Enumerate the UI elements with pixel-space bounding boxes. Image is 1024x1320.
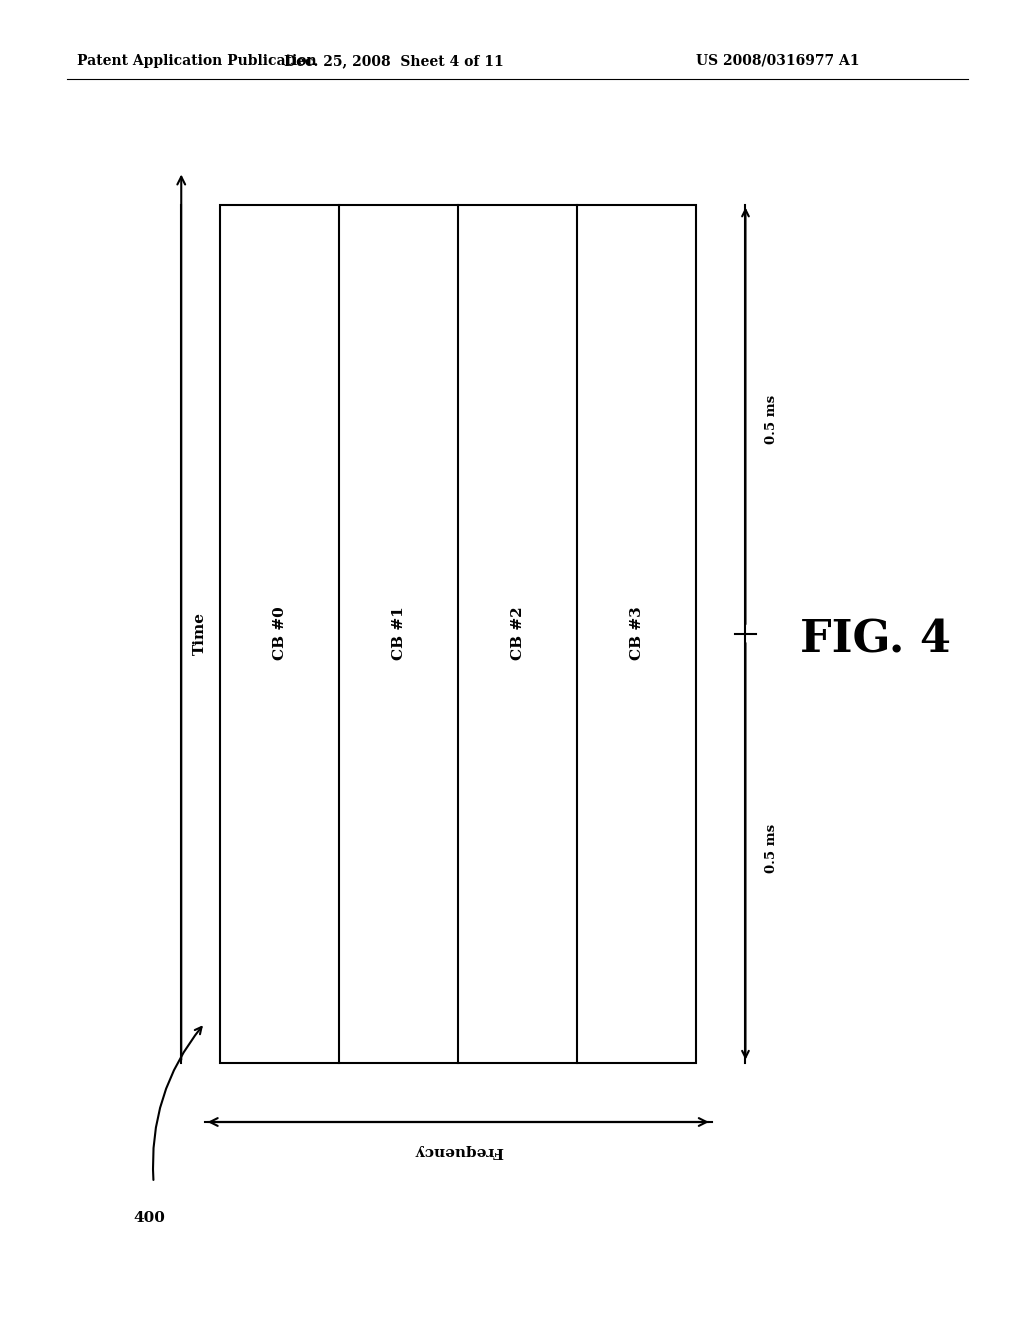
Text: FIG. 4: FIG. 4 [800, 619, 951, 661]
Text: Patent Application Publication: Patent Application Publication [77, 54, 316, 67]
Text: Time: Time [193, 612, 207, 655]
Text: 0.5 ms: 0.5 ms [765, 395, 777, 444]
Bar [220, 205, 696, 1063]
Text: Frequency: Frequency [414, 1144, 503, 1158]
Text: CB #2: CB #2 [511, 607, 524, 660]
Text: US 2008/0316977 A1: US 2008/0316977 A1 [696, 54, 860, 67]
Text: 0.5 ms: 0.5 ms [765, 824, 777, 873]
Text: CB #3: CB #3 [630, 607, 644, 660]
Text: CB #1: CB #1 [392, 607, 406, 660]
Text: 400: 400 [133, 1212, 165, 1225]
Text: CB #0: CB #0 [272, 607, 287, 660]
Text: Dec. 25, 2008  Sheet 4 of 11: Dec. 25, 2008 Sheet 4 of 11 [285, 54, 504, 67]
